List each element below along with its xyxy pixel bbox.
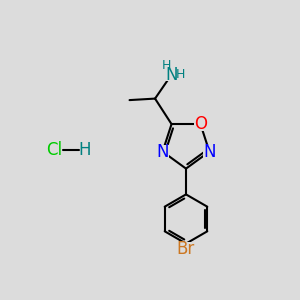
Text: H: H bbox=[161, 59, 171, 72]
Text: Cl: Cl bbox=[46, 141, 62, 159]
FancyBboxPatch shape bbox=[203, 145, 216, 158]
Text: N: N bbox=[203, 142, 216, 160]
Text: O: O bbox=[194, 115, 207, 133]
Text: N: N bbox=[156, 142, 169, 160]
FancyBboxPatch shape bbox=[177, 242, 195, 256]
Text: H: H bbox=[78, 141, 91, 159]
Text: N: N bbox=[165, 66, 178, 84]
FancyBboxPatch shape bbox=[164, 68, 179, 81]
FancyBboxPatch shape bbox=[194, 118, 207, 131]
FancyBboxPatch shape bbox=[161, 60, 172, 71]
FancyBboxPatch shape bbox=[156, 145, 169, 158]
FancyBboxPatch shape bbox=[173, 69, 187, 80]
Text: Br: Br bbox=[177, 240, 195, 258]
Text: H: H bbox=[175, 68, 184, 81]
